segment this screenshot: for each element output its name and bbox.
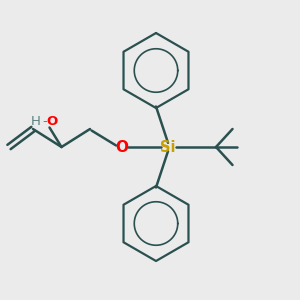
Text: O: O: [115, 140, 128, 154]
Text: O: O: [46, 115, 57, 128]
Text: -: -: [42, 115, 47, 128]
Text: Si: Si: [160, 140, 176, 154]
Text: H: H: [31, 115, 40, 128]
